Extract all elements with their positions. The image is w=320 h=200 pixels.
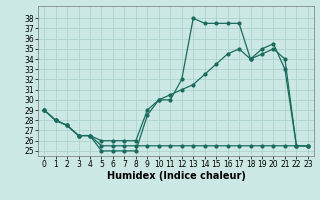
X-axis label: Humidex (Indice chaleur): Humidex (Indice chaleur) (107, 171, 245, 181)
